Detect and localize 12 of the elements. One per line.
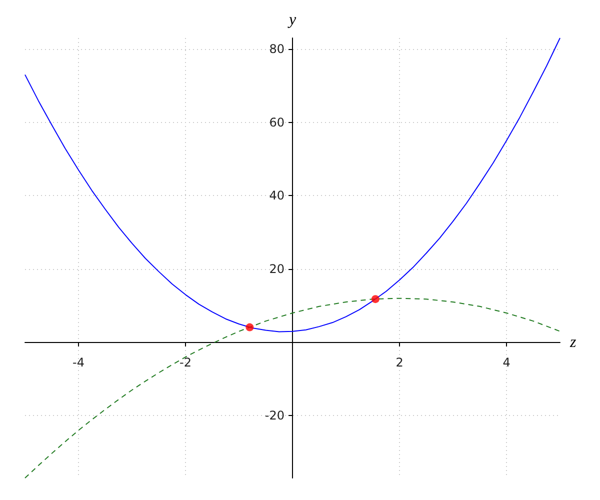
y-tick-label: 80 xyxy=(269,42,284,56)
x-tick-label: 2 xyxy=(396,355,404,370)
x-axis-title: z xyxy=(569,334,577,351)
y-tick-label: 40 xyxy=(269,188,284,203)
y-axis-title: y xyxy=(286,12,297,28)
y-tick-label: -20 xyxy=(264,408,284,423)
x-tick-label: 4 xyxy=(502,355,510,370)
line-series xyxy=(24,38,560,332)
y-tick-label: 20 xyxy=(269,262,284,276)
x-tick-label: -2 xyxy=(180,355,192,370)
y-tick-label: 60 xyxy=(269,115,284,130)
x-tick-label: -4 xyxy=(72,355,84,370)
